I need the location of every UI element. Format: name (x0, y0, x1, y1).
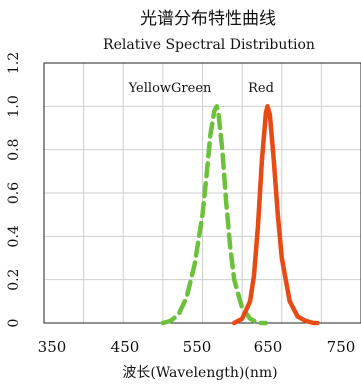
series-line-red (231, 104, 320, 326)
series-line-yellowgreen (160, 104, 269, 326)
chart-title: 光谱分布特性曲线 (140, 9, 276, 29)
y-tick-label: 1.2 (6, 52, 22, 74)
plot-frame (43, 62, 361, 324)
x-tick-labels: 350 450 550 650 750 (38, 338, 356, 356)
x-tick-label: 450 (111, 338, 140, 356)
x-tick-label: 650 (254, 338, 283, 356)
x-tick-label: 550 (183, 338, 212, 356)
y-tick-label: 0.2 (6, 269, 22, 291)
x-tick-label: 350 (38, 338, 67, 356)
x-tick-label: 750 (327, 338, 356, 356)
x-axis-label: 波长(Wavelength)(nm) (122, 365, 277, 381)
y-tick-label: 0.4 (6, 225, 22, 247)
series-label-yellowgreen: YellowGreen (128, 81, 212, 96)
series-label-red: Red (248, 81, 274, 96)
series-labels: YellowGreen Red (128, 81, 274, 96)
series-group (160, 104, 320, 326)
y-tick-label: 0.8 (6, 139, 22, 161)
y-tick-label: 1.0 (6, 95, 22, 117)
y-tick-label: 0 (6, 319, 22, 328)
y-tick-label: 0.6 (6, 182, 22, 204)
y-tick-labels: 0 0.2 0.4 0.6 0.8 1.0 1.2 (6, 52, 22, 328)
chart-subtitle: Relative Spectral Distribution (103, 37, 315, 53)
